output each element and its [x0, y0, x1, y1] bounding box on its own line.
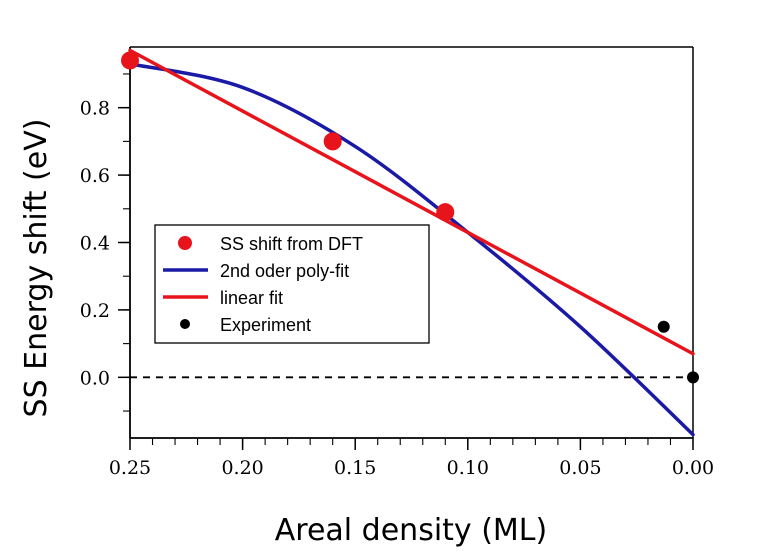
x-tick-label: 0.20 — [221, 457, 263, 479]
series-line-2nd-oder-poly-fit — [128, 62, 695, 437]
data-point-ss-shift-from-dft — [436, 203, 455, 222]
legend-marker-experiment — [180, 319, 190, 329]
data-point-experiment — [657, 320, 670, 333]
x-ticks: 0.25 0.20 0.15 0.10 0.05 0.00 — [109, 438, 714, 479]
y-ticks: 0.0 0.2 0.4 0.6 0.8 — [80, 73, 130, 412]
data-point-ss-shift-from-dft — [323, 132, 342, 151]
x-tick-label: 0.05 — [559, 457, 601, 479]
legend-label-experiment: Experiment — [220, 315, 311, 335]
y-tick-label: 0.8 — [80, 98, 110, 120]
data-point-experiment — [687, 371, 699, 384]
x-axis-title: Areal density (ML) — [275, 513, 547, 548]
y-axis-title: SS Energy shift (eV) — [19, 119, 54, 418]
x-tick-label: 0.25 — [109, 457, 151, 479]
series-line-linear-fit — [128, 48, 695, 356]
data-point-ss-shift-from-dft — [121, 51, 139, 70]
legend: SS shift from DFT 2nd oder poly-fit line… — [154, 224, 430, 344]
data-points — [121, 51, 699, 384]
y-tick-label: 0.2 — [80, 300, 110, 322]
y-tick-label: 0.0 — [80, 367, 110, 389]
legend-label-linear: linear fit — [220, 288, 283, 308]
y-tick-label: 0.4 — [80, 233, 110, 255]
x-tick-label: 0.15 — [334, 457, 376, 479]
legend-marker-dft — [178, 236, 192, 250]
x-tick-label: 0.00 — [672, 457, 714, 479]
fit-lines — [128, 48, 695, 437]
legend-box — [154, 224, 430, 344]
legend-label-dft: SS shift from DFT — [220, 234, 363, 254]
x-tick-label: 0.10 — [447, 457, 489, 479]
y-tick-label: 0.6 — [80, 165, 110, 187]
legend-label-poly: 2nd oder poly-fit — [220, 261, 349, 281]
